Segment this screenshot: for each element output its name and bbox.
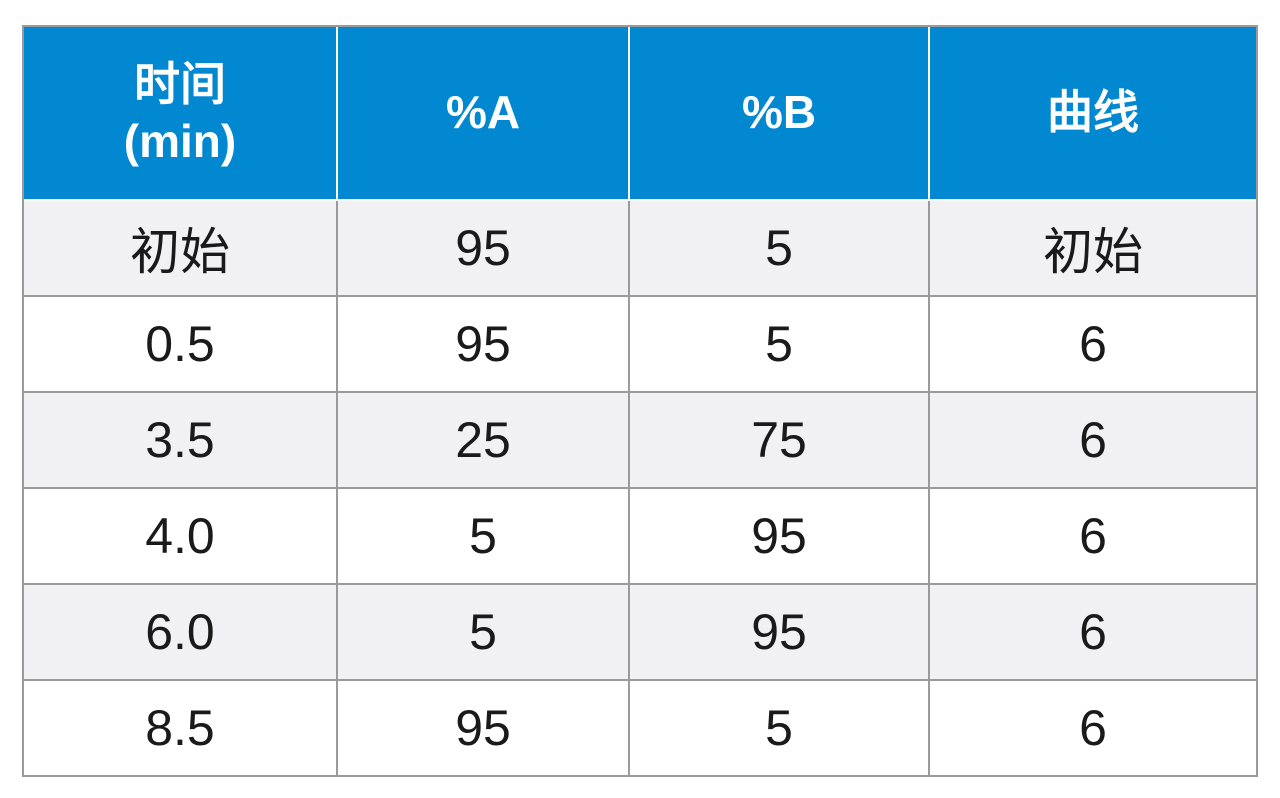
table-row: 8.5 95 5 6 (24, 679, 1256, 775)
cell-curve: 初始 (928, 199, 1256, 296)
cell-percent-a: 95 (336, 679, 629, 775)
cell-curve: 6 (928, 295, 1256, 392)
header-time-unit: (min) (123, 115, 237, 167)
table-row: 0.5 95 5 6 (24, 295, 1256, 392)
cell-time: 6.0 (24, 583, 337, 680)
cell-percent-b: 95 (628, 487, 929, 584)
cell-percent-a: 5 (336, 487, 629, 584)
cell-percent-b: 5 (628, 199, 929, 296)
gradient-table: 时间 (min) %A %B 曲线 初始 95 5 初始 0.5 95 5 6 (22, 25, 1258, 777)
cell-curve: 6 (928, 583, 1256, 680)
cell-percent-a: 95 (336, 199, 629, 296)
cell-percent-b: 5 (628, 679, 929, 775)
header-time: 时间 (min) (24, 27, 337, 200)
cell-curve: 6 (928, 391, 1256, 488)
header-percent-a: %A (336, 27, 629, 200)
cell-percent-a: 95 (336, 295, 629, 392)
table-row: 初始 95 5 初始 (24, 199, 1256, 296)
header-time-label: 时间 (134, 57, 226, 110)
table-row: 4.0 5 95 6 (24, 487, 1256, 584)
header-percent-b: %B (628, 27, 929, 200)
cell-percent-a: 5 (336, 583, 629, 680)
cell-percent-b: 5 (628, 295, 929, 392)
cell-curve: 6 (928, 487, 1256, 584)
cell-time: 0.5 (24, 295, 337, 392)
table-row: 6.0 5 95 6 (24, 583, 1256, 680)
cell-percent-a: 25 (336, 391, 629, 488)
header-curve: 曲线 (928, 27, 1256, 200)
cell-time: 初始 (24, 199, 337, 296)
table-body: 初始 95 5 初始 0.5 95 5 6 3.5 25 75 6 4.0 5 … (24, 199, 1256, 775)
table-row: 3.5 25 75 6 (24, 391, 1256, 488)
header-row: 时间 (min) %A %B 曲线 (24, 27, 1256, 200)
cell-percent-b: 95 (628, 583, 929, 680)
cell-time: 4.0 (24, 487, 337, 584)
cell-time: 3.5 (24, 391, 337, 488)
table-header: 时间 (min) %A %B 曲线 (24, 27, 1256, 200)
cell-time: 8.5 (24, 679, 337, 775)
cell-percent-b: 75 (628, 391, 929, 488)
cell-curve: 6 (928, 679, 1256, 775)
gradient-table-grid: 时间 (min) %A %B 曲线 初始 95 5 初始 0.5 95 5 6 (24, 27, 1256, 775)
